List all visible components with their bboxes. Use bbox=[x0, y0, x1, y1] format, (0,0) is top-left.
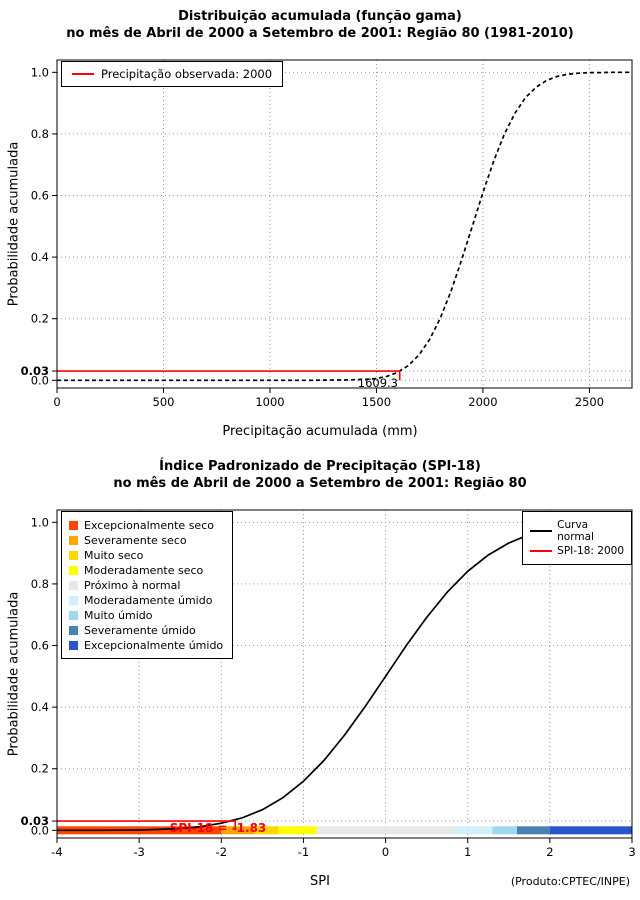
svg-text:1: 1 bbox=[464, 845, 471, 859]
category-swatch bbox=[69, 536, 78, 545]
svg-text:-4: -4 bbox=[51, 845, 62, 859]
legend-item: Próximo à normal bbox=[69, 578, 223, 593]
curve-legend: Curva normal SPI-18: 2000 bbox=[522, 511, 632, 566]
black-line-sample bbox=[530, 530, 553, 533]
legend: Precipitação observada: 2000 bbox=[61, 61, 284, 87]
legend-item: Excepcionalmente úmido bbox=[69, 638, 223, 653]
legend-item: SPI-18: 2000 bbox=[530, 545, 624, 557]
svg-text:3: 3 bbox=[628, 845, 635, 859]
gamma-cdf-plot: 0 500 1000 1500 2000 2500 0.00.03 0.2 0.4 0.6 0.8 1… bbox=[21, 59, 633, 409]
svg-text:0.8: 0.8 bbox=[31, 577, 49, 591]
category-swatch bbox=[69, 641, 78, 650]
svg-text:0.6: 0.6 bbox=[31, 639, 49, 653]
svg-text:1.0: 1.0 bbox=[31, 515, 49, 529]
svg-text:1000: 1000 bbox=[255, 395, 284, 409]
red-line-sample bbox=[72, 73, 94, 75]
svg-text:-2: -2 bbox=[216, 845, 227, 859]
legend-label: Curva normal bbox=[557, 519, 594, 544]
category-label: Excepcionalmente úmido bbox=[84, 639, 224, 652]
category-label: Muito seco bbox=[84, 549, 144, 562]
svg-text:0.4: 0.4 bbox=[31, 250, 49, 264]
category-swatch bbox=[69, 611, 78, 620]
svg-text:1.0: 1.0 bbox=[31, 65, 49, 79]
svg-text:0.4: 0.4 bbox=[31, 700, 49, 714]
observed-precipitation-value: 1609.3 bbox=[357, 376, 398, 390]
svg-text:0.03: 0.03 bbox=[21, 814, 49, 828]
chart-title: Índice Padronizado de Precipitação (SPI-… bbox=[159, 459, 481, 474]
category-label: Muito úmido bbox=[84, 609, 153, 622]
x-axis-label: SPI bbox=[310, 874, 330, 889]
spi-cdf-plot: -4 -3 -2 -1 0 1 2 3 0.00.03 0.2 0.4 0.6 0.8 1.0 bbox=[21, 509, 636, 859]
red-line-sample bbox=[530, 550, 553, 553]
legend-item: Severamente úmido bbox=[69, 623, 223, 638]
category-label: Excepcionalmente seco bbox=[84, 519, 214, 532]
legend-item: Curva normal bbox=[530, 519, 624, 543]
legend-label: SPI-18: 2000 bbox=[557, 545, 624, 558]
svg-text:2500: 2500 bbox=[575, 395, 604, 409]
category-swatch bbox=[69, 626, 78, 635]
legend-item: Moderadamente úmido bbox=[69, 593, 223, 608]
category-swatch bbox=[69, 596, 78, 605]
legend-item: Excepcionalmente seco bbox=[69, 518, 223, 533]
chart-title: Distribuição acumulada (função gama) bbox=[178, 9, 462, 24]
svg-text:-3: -3 bbox=[133, 845, 144, 859]
category-label: Severamente seco bbox=[84, 534, 187, 547]
svg-text:0.8: 0.8 bbox=[31, 127, 49, 141]
svg-text:2: 2 bbox=[546, 845, 553, 859]
legend-item: Muito úmido bbox=[69, 608, 223, 623]
chart-subtitle: no mês de Abril de 2000 a Setembro de 20… bbox=[113, 476, 527, 491]
svg-text:1500: 1500 bbox=[362, 395, 391, 409]
category-label: Próximo à normal bbox=[84, 579, 181, 592]
category-swatch bbox=[69, 521, 78, 530]
svg-text:0.0: 0.0 bbox=[31, 373, 49, 387]
category-label: Moderadamente seco bbox=[84, 564, 204, 577]
legend-item: Moderadamente seco bbox=[69, 563, 223, 578]
x-axis-label: Precipitação acumulada (mm) bbox=[222, 424, 418, 439]
svg-text:-1: -1 bbox=[298, 845, 309, 859]
category-label: Severamente úmido bbox=[84, 624, 196, 637]
svg-text:0: 0 bbox=[382, 845, 389, 859]
category-swatch bbox=[69, 581, 78, 590]
category-swatch bbox=[69, 566, 78, 575]
svg-text:0.0: 0.0 bbox=[31, 823, 49, 837]
svg-text:500: 500 bbox=[153, 395, 175, 409]
svg-text:0.2: 0.2 bbox=[31, 312, 49, 326]
svg-text:0.03: 0.03 bbox=[21, 364, 49, 378]
legend-item: Muito seco bbox=[69, 548, 223, 563]
category-swatch bbox=[69, 551, 78, 560]
spi-category-legend: Excepcionalmente seco Severamente seco M… bbox=[61, 511, 234, 659]
svg-text:0.2: 0.2 bbox=[31, 762, 49, 776]
legend-item: Severamente seco bbox=[69, 533, 223, 548]
svg-text:0: 0 bbox=[53, 395, 60, 409]
chart-subtitle: no mês de Abril de 2000 a Setembro de 20… bbox=[66, 26, 574, 41]
spi-cdf-chart: Índice Padronizado de Precipitação (SPI-… bbox=[0, 450, 640, 900]
spi-value-annotation: SPI-18 = -1.83 bbox=[169, 821, 267, 835]
gamma-cdf-chart: Distribuição acumulada (função gama) no … bbox=[6, 9, 633, 439]
legend-label: Precipitação observada: 2000 bbox=[101, 67, 273, 81]
svg-text:0.6: 0.6 bbox=[31, 189, 49, 203]
producer-credit: (Produto:CPTEC/INPE) bbox=[510, 875, 630, 888]
svg-text:2000: 2000 bbox=[468, 395, 497, 409]
category-label: Moderadamente úmido bbox=[84, 594, 213, 607]
